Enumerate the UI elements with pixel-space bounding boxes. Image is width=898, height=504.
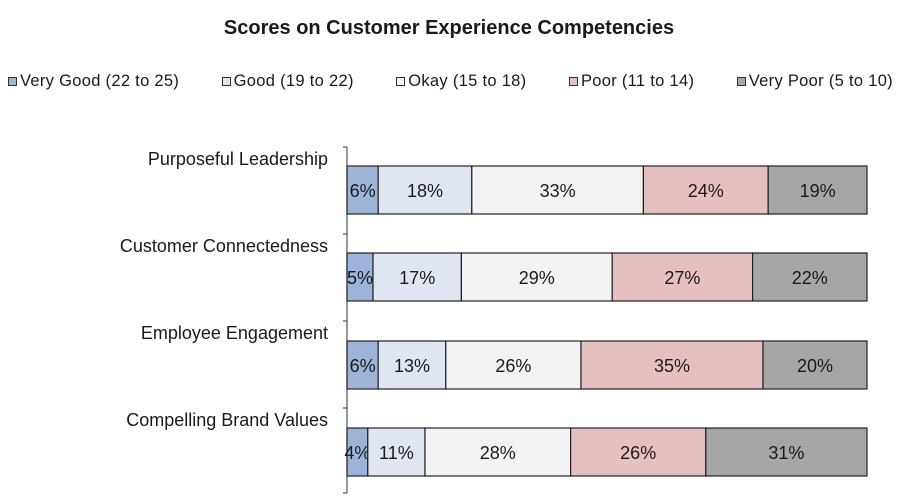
data-label-compelling-brand-values-very-good: 4% [344, 443, 370, 463]
legend-item-very-good: Very Good (22 to 25) [8, 72, 179, 91]
legend-label-poor: Poor (11 to 14) [580, 72, 695, 90]
bar-segment-purposeful-leadership-very-poor [767, 165, 868, 215]
data-label-customer-connectedness-good: 17% [399, 268, 435, 288]
data-label-compelling-brand-values-very-poor: 31% [768, 443, 804, 463]
legend-item-okay: Okay (15 to 18) [396, 72, 526, 91]
legend-swatch-okay [396, 77, 406, 86]
bar-segment-employee-engagement-good [377, 340, 447, 390]
data-label-purposeful-leadership-very-poor: 19% [800, 181, 836, 201]
category-label-purposeful-leadership: Purposeful Leadership [148, 149, 328, 169]
bar-segment-customer-connectedness-poor [611, 252, 754, 302]
data-label-purposeful-leadership-good: 18% [407, 181, 443, 201]
chart-title: Scores on Customer Experience Competenci… [223, 17, 675, 39]
data-label-compelling-brand-values-poor: 26% [620, 443, 656, 463]
legend-swatch-very-good [8, 77, 17, 86]
legend-swatch-very-poor [736, 77, 746, 86]
chart-legend: Very Good (22 to 25) Good (19 to 22) Oka… [8, 72, 893, 91]
bar-segment-compelling-brand-values-good [367, 427, 426, 477]
data-label-purposeful-leadership-very-good: 6% [350, 181, 376, 201]
legend-label-very-good: Very Good (22 to 25) [20, 72, 180, 90]
legend-swatch-poor [568, 77, 578, 86]
data-label-customer-connectedness-very-poor: 22% [792, 268, 828, 288]
data-label-compelling-brand-values-okay: 28% [480, 443, 516, 463]
legend-label-very-poor: Very Poor (5 to 10) [748, 72, 893, 90]
legend-label-okay: Okay (15 to 18) [408, 72, 527, 90]
data-label-customer-connectedness-okay: 29% [519, 268, 555, 288]
category-label-compelling-brand-values: Compelling Brand Values [126, 410, 328, 430]
bar-segment-customer-connectedness-okay [460, 252, 613, 302]
legend-swatch-good [221, 77, 231, 86]
data-label-employee-engagement-okay: 26% [495, 356, 531, 376]
bar-segment-employee-engagement-very-poor [762, 340, 868, 390]
legend-label-good: Good (19 to 22) [233, 72, 354, 90]
data-label-employee-engagement-very-poor: 20% [797, 356, 833, 376]
bar-segment-employee-engagement-okay [445, 340, 582, 390]
data-label-customer-connectedness-poor: 27% [664, 268, 700, 288]
category-label-employee-engagement: Employee Engagement [141, 323, 328, 343]
data-label-employee-engagement-poor: 35% [654, 356, 690, 376]
data-label-employee-engagement-good: 13% [394, 356, 430, 376]
legend-item-very-poor: Very Poor (5 to 10) [736, 72, 893, 91]
category-label-customer-connectedness: Customer Connectedness [120, 236, 328, 256]
data-label-employee-engagement-very-good: 6% [350, 356, 376, 376]
data-label-purposeful-leadership-poor: 24% [688, 181, 724, 201]
legend-item-poor: Poor (11 to 14) [568, 72, 695, 91]
bar-segment-purposeful-leadership-good [377, 165, 473, 215]
bar-segment-purposeful-leadership-very-good [346, 165, 379, 215]
bar-segment-compelling-brand-values-very-poor [705, 427, 868, 477]
data-label-compelling-brand-values-good: 11% [379, 443, 414, 463]
data-label-purposeful-leadership-okay: 33% [540, 181, 576, 201]
bar-segment-customer-connectedness-very-poor [751, 252, 868, 302]
bar-segment-compelling-brand-values-okay [424, 427, 572, 477]
bar-segment-customer-connectedness-good [372, 252, 463, 302]
data-label-customer-connectedness-very-good: 5% [347, 268, 373, 288]
legend-item-good: Good (19 to 22) [221, 72, 354, 91]
